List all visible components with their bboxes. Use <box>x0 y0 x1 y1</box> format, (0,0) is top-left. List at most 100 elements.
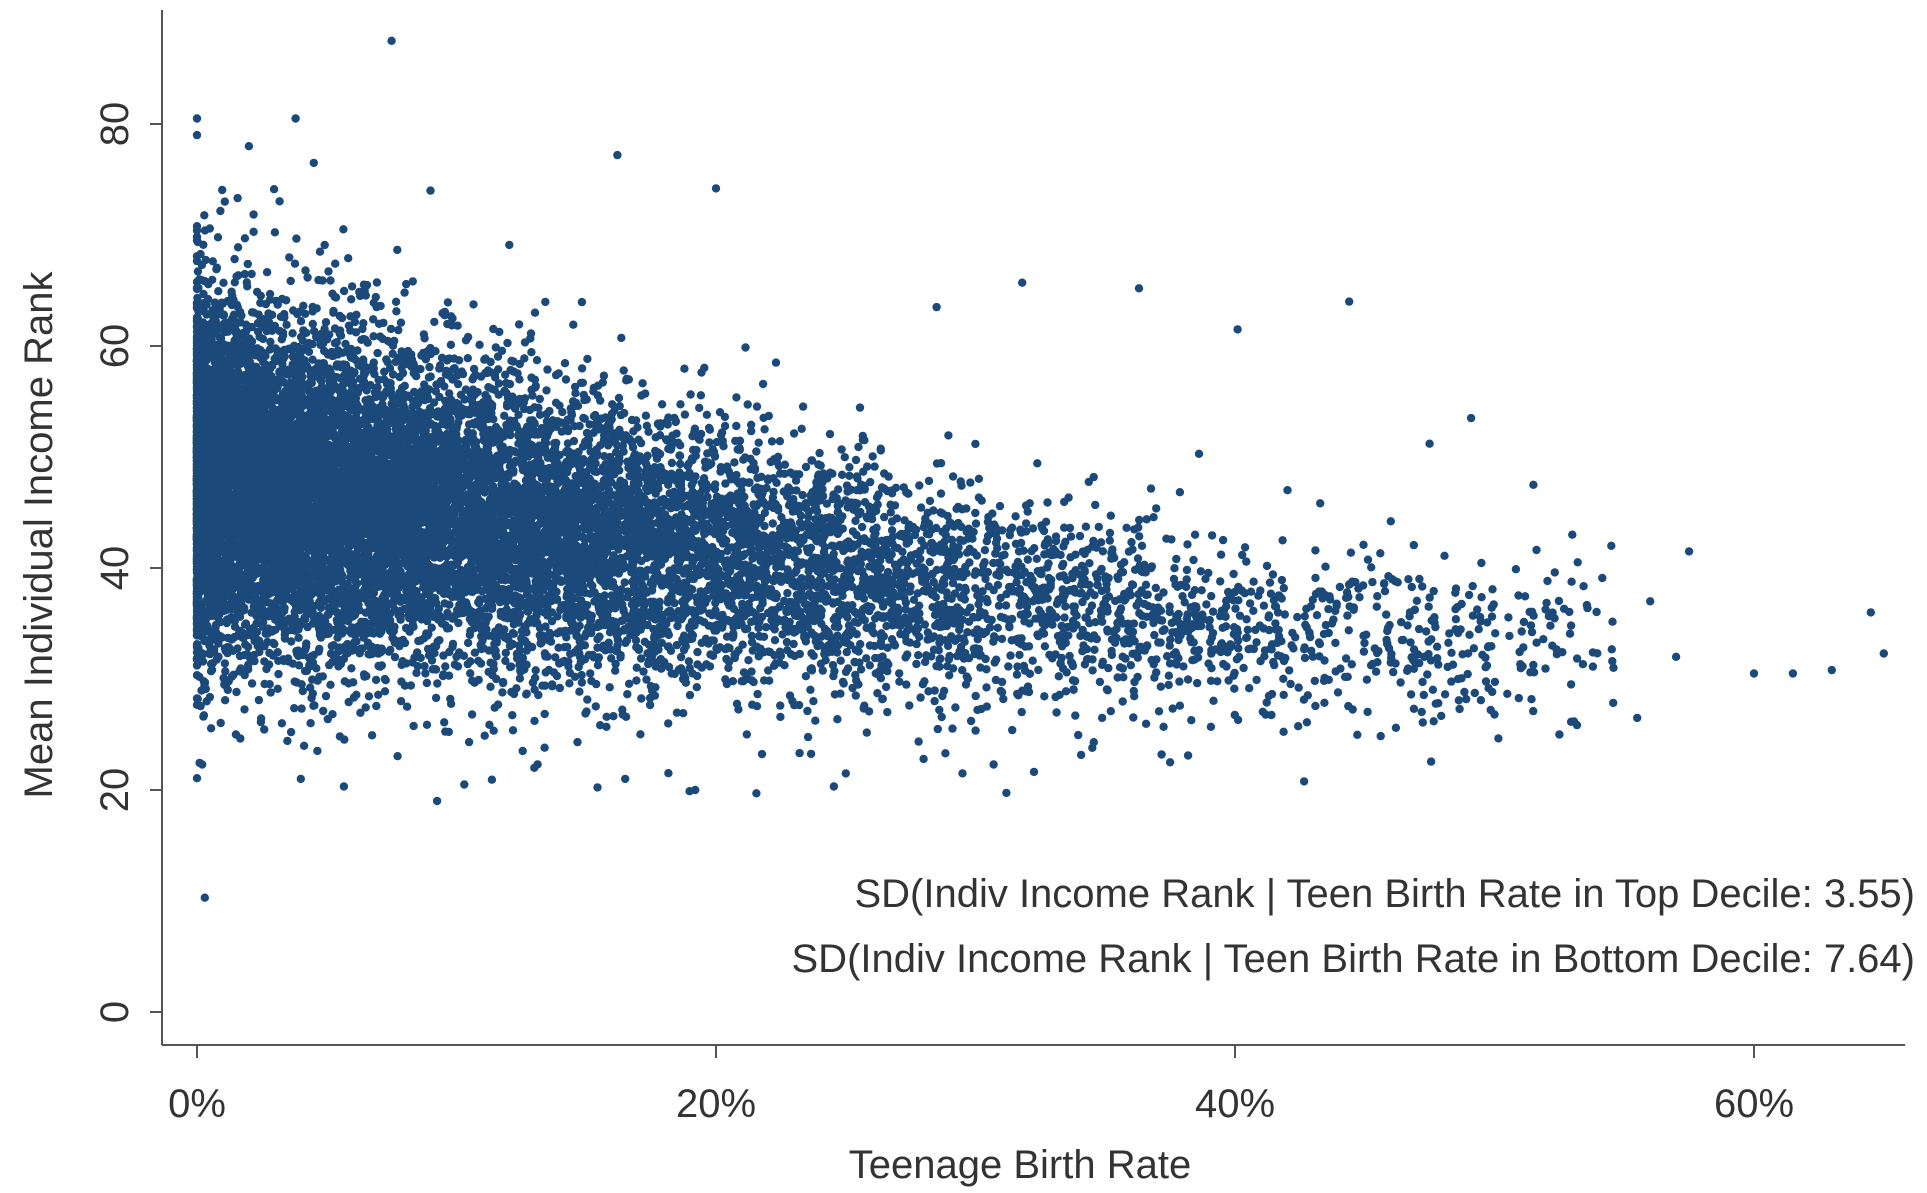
scatter-point <box>1278 536 1287 545</box>
scatter-point <box>983 598 992 607</box>
scatter-point <box>862 728 871 737</box>
scatter-point <box>441 662 450 671</box>
scatter-point <box>430 317 439 327</box>
scatter-point <box>1201 574 1210 584</box>
scatter-point <box>1152 504 1161 513</box>
scatter-point <box>624 679 634 688</box>
scatter-point <box>1216 577 1225 586</box>
scatter-point <box>540 743 549 752</box>
scatter-point <box>347 282 357 291</box>
scatter-point <box>392 307 401 316</box>
scatter-point <box>941 749 950 758</box>
scatter-point <box>696 391 706 400</box>
scatter-point <box>1023 555 1032 564</box>
scatter-point <box>1078 597 1087 607</box>
scatter-point <box>1097 713 1107 723</box>
scatter-point <box>1242 557 1251 566</box>
scatter-point <box>535 394 544 404</box>
scatter-point <box>818 666 827 675</box>
scatter-point <box>1517 627 1526 636</box>
scatter-point <box>1414 624 1424 634</box>
scatter-point <box>466 669 475 678</box>
scatter-point <box>712 437 721 447</box>
scatter-point <box>1488 585 1497 594</box>
scatter-point <box>563 426 573 436</box>
scatter-point <box>445 600 454 609</box>
scatter-point <box>1494 734 1503 743</box>
scatter-point <box>644 656 654 665</box>
scatter-point <box>1409 540 1419 550</box>
scatter-point <box>1520 592 1530 601</box>
scatter-point <box>555 401 564 410</box>
scatter-point <box>235 651 245 661</box>
scatter-point <box>829 782 839 791</box>
scatter-point <box>966 478 975 487</box>
scatter-point <box>1072 611 1081 620</box>
scatter-point <box>611 666 620 675</box>
scatter-point <box>735 444 744 453</box>
scatter-point <box>577 678 587 687</box>
scatter-point <box>809 651 818 660</box>
scatter-point <box>997 551 1007 560</box>
scatter-point <box>390 652 400 662</box>
scatter-point <box>1014 547 1024 556</box>
scatter-point <box>741 343 750 352</box>
scatter-point <box>845 471 854 480</box>
scatter-point <box>1311 701 1320 711</box>
scatter-point <box>335 732 345 741</box>
scatter-point <box>570 382 580 392</box>
scatter-point <box>676 652 686 662</box>
scatter-point <box>798 402 808 411</box>
scatter-point <box>542 386 551 395</box>
scatter-point <box>275 197 284 206</box>
scatter-point <box>985 623 995 632</box>
scatter-point <box>1156 682 1166 691</box>
scatter-point <box>1468 581 1477 591</box>
scatter-point <box>474 675 483 685</box>
scatter-point <box>1417 707 1426 717</box>
scatter-point <box>926 546 935 556</box>
scatter-point <box>1206 722 1216 731</box>
scatter-point <box>288 329 297 338</box>
scatter-point <box>467 710 477 719</box>
scatter-point <box>752 447 761 456</box>
scatter-point <box>1065 651 1074 661</box>
scatter-point <box>1172 554 1181 564</box>
scatter-point <box>679 645 689 655</box>
scatter-point <box>433 679 442 688</box>
scatter-point <box>1130 692 1139 701</box>
scatter-point <box>971 508 980 518</box>
points-layer <box>192 36 1889 902</box>
scatter-point <box>1150 630 1159 640</box>
scatter-point <box>761 623 771 632</box>
scatter-point <box>1060 613 1069 622</box>
scatter-point <box>803 706 812 716</box>
scatter-point <box>639 667 648 676</box>
scatter-point <box>269 185 279 194</box>
scatter-point <box>326 680 335 689</box>
scatter-point <box>352 310 361 319</box>
scatter-point <box>1465 630 1474 639</box>
scatter-point <box>240 705 249 714</box>
scatter-point <box>274 669 283 679</box>
scatter-point <box>1127 538 1136 547</box>
scatter-point <box>464 737 474 747</box>
scatter-point <box>854 442 863 452</box>
scatter-point <box>1444 638 1453 647</box>
scatter-point <box>1114 574 1123 584</box>
scatter-point <box>463 638 473 648</box>
scatter-point <box>501 648 510 658</box>
scatter-point <box>853 499 862 508</box>
scatter-point <box>789 429 799 438</box>
scatter-point <box>1019 661 1029 671</box>
scatter-point <box>1097 660 1107 670</box>
scatter-point <box>1363 707 1372 717</box>
scatter-point <box>746 420 756 429</box>
scatter-point <box>1397 618 1406 627</box>
scatter-point <box>1477 593 1486 602</box>
scatter-point <box>515 641 524 650</box>
scatter-point <box>806 749 816 759</box>
scatter-point <box>1007 636 1016 645</box>
scatter-point <box>650 691 660 700</box>
